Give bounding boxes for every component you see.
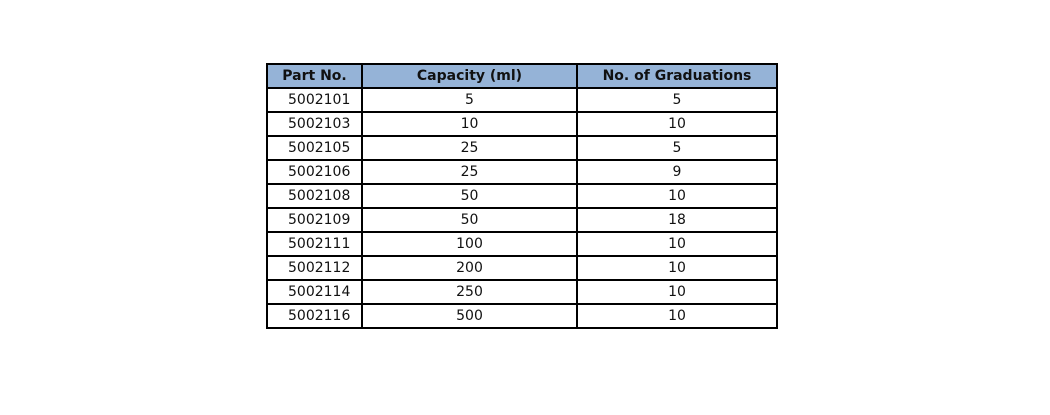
table-row: 5002114 250 10: [266, 279, 778, 305]
cell-capacity: 50: [361, 183, 578, 209]
cell-graduations: 9: [576, 159, 778, 185]
parts-table: Part No. Capacity (ml) No. of Graduation…: [266, 63, 778, 329]
cell-graduations: 10: [576, 111, 778, 137]
cell-graduations: 10: [576, 279, 778, 305]
table-header-row: Part No. Capacity (ml) No. of Graduation…: [266, 63, 778, 89]
cell-capacity: 250: [361, 279, 578, 305]
cell-capacity: 25: [361, 135, 578, 161]
cell-part-no: 5002114: [266, 279, 363, 305]
cell-capacity: 25: [361, 159, 578, 185]
table-row: 5002112 200 10: [266, 255, 778, 281]
cell-part-no: 5002111: [266, 231, 363, 257]
cell-graduations: 10: [576, 183, 778, 209]
table-row: 5002116 500 10: [266, 303, 778, 329]
cell-part-no: 5002116: [266, 303, 363, 329]
cell-part-no: 5002103: [266, 111, 363, 137]
cell-part-no: 5002109: [266, 207, 363, 233]
header-capacity: Capacity (ml): [361, 63, 578, 89]
cell-graduations: 10: [576, 303, 778, 329]
cell-part-no: 5002101: [266, 87, 363, 113]
cell-graduations: 10: [576, 231, 778, 257]
cell-graduations: 5: [576, 135, 778, 161]
cell-graduations: 18: [576, 207, 778, 233]
header-part-no: Part No.: [266, 63, 363, 89]
header-graduations: No. of Graduations: [576, 63, 778, 89]
cell-part-no: 5002108: [266, 183, 363, 209]
table-body: 5002101 5 5 5002103 10 10 5002105 25 5 5002106 25 9…: [266, 87, 778, 329]
cell-capacity: 10: [361, 111, 578, 137]
cell-part-no: 5002112: [266, 255, 363, 281]
cell-capacity: 200: [361, 255, 578, 281]
cell-capacity: 100: [361, 231, 578, 257]
cell-capacity: 5: [361, 87, 578, 113]
table-row: 5002105 25 5: [266, 135, 778, 161]
table-row: 5002111 100 10: [266, 231, 778, 257]
cell-capacity: 50: [361, 207, 578, 233]
table-row: 5002106 25 9: [266, 159, 778, 185]
table-row: 5002108 50 10: [266, 183, 778, 209]
cell-graduations: 5: [576, 87, 778, 113]
cell-part-no: 5002106: [266, 159, 363, 185]
table-row: 5002101 5 5: [266, 87, 778, 113]
cell-capacity: 500: [361, 303, 578, 329]
table-row: 5002109 50 18: [266, 207, 778, 233]
cell-part-no: 5002105: [266, 135, 363, 161]
cell-graduations: 10: [576, 255, 778, 281]
table-row: 5002103 10 10: [266, 111, 778, 137]
